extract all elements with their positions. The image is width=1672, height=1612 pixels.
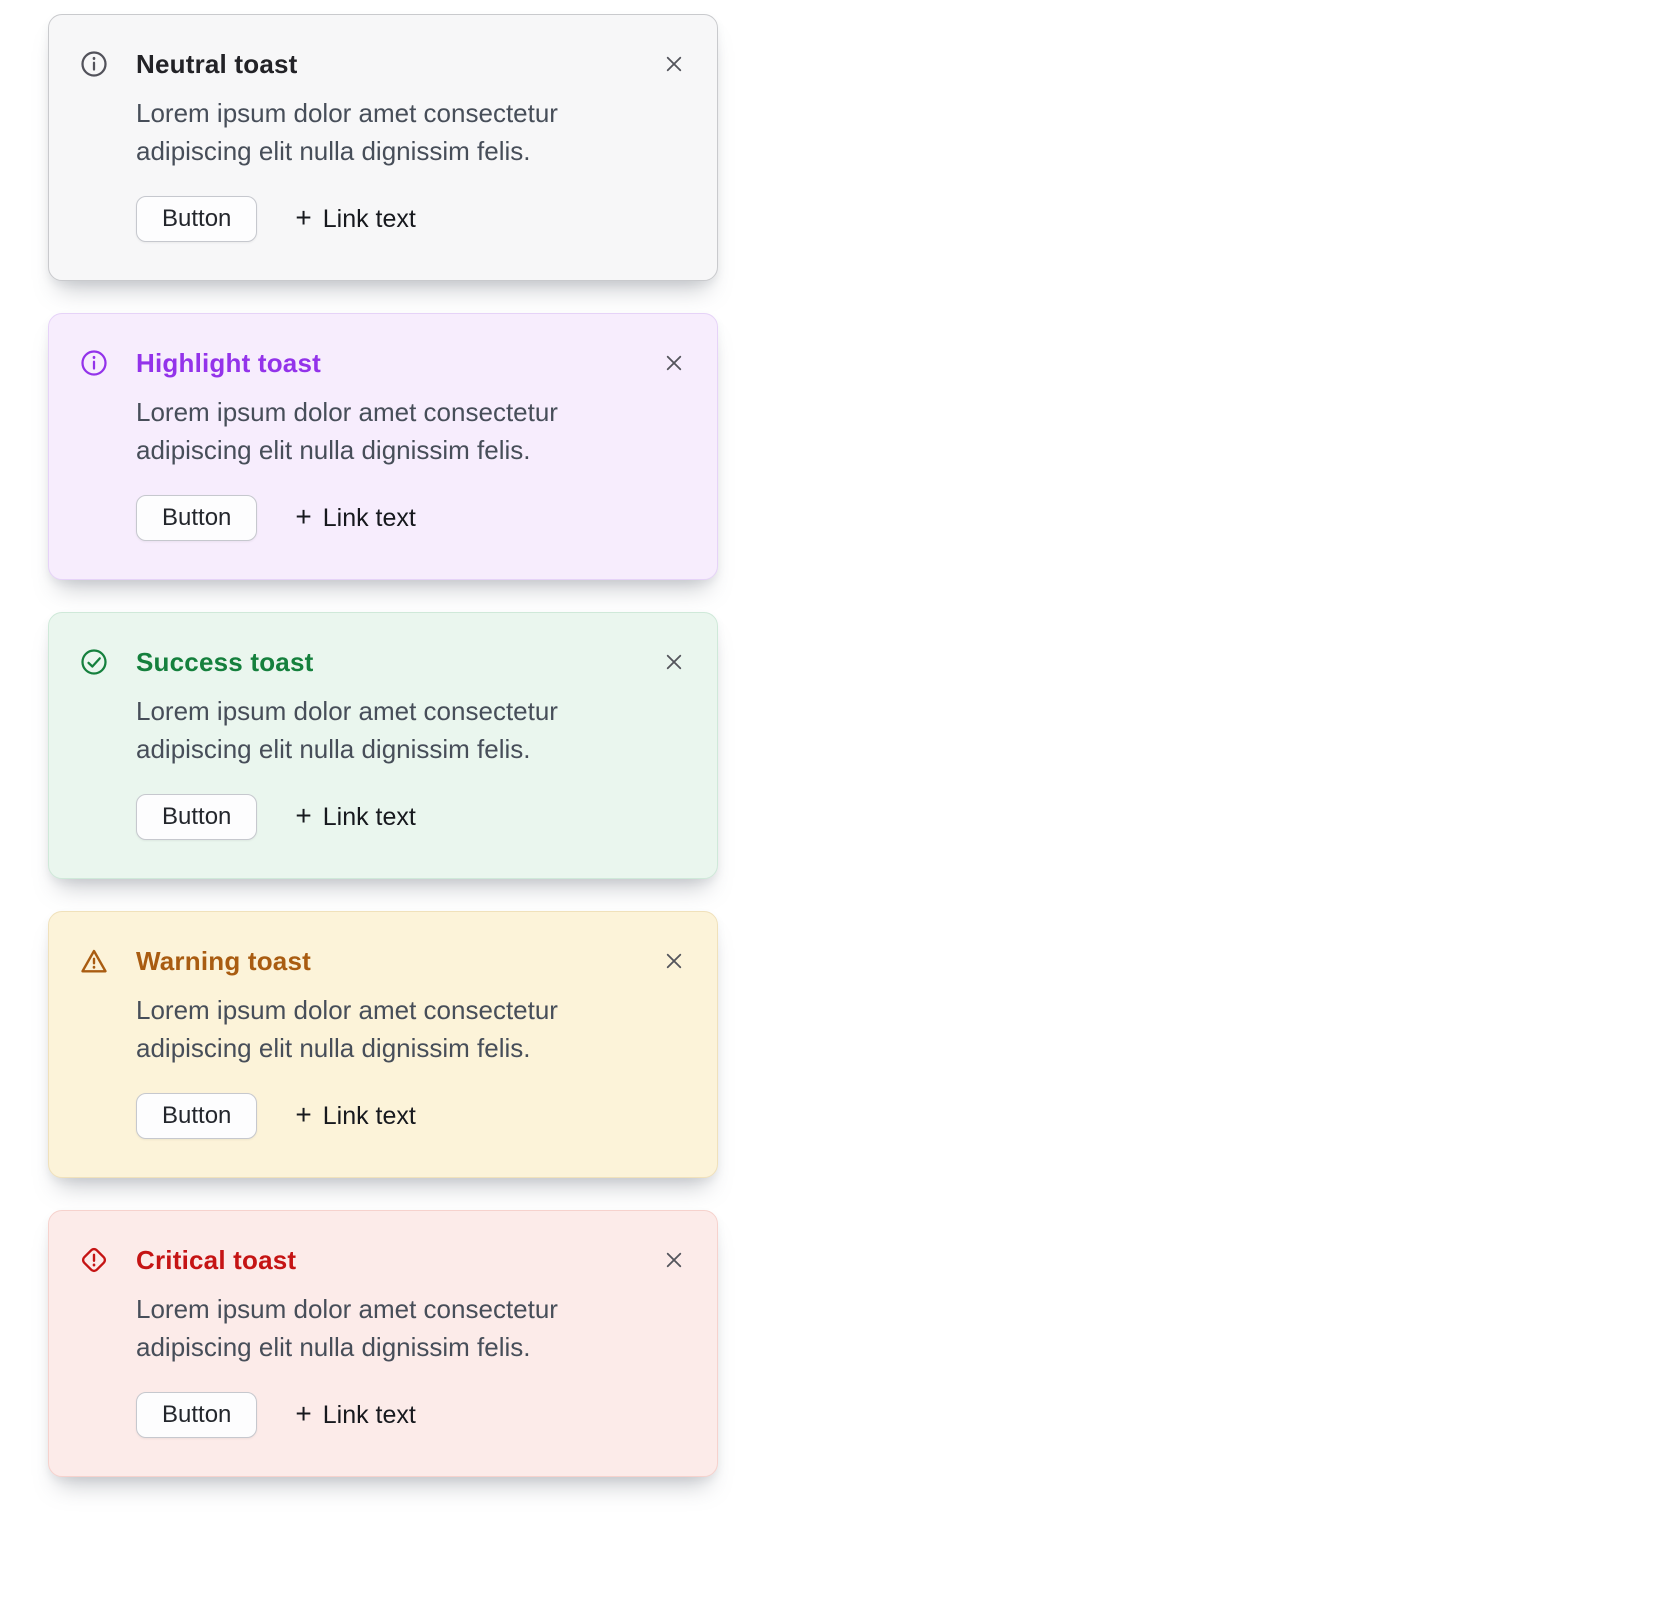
toast-body: Lorem ipsum dolor amet consectetur adipi… [136,696,558,764]
toast-content: Critical toast Lorem ipsum dolor amet co… [136,1245,649,1438]
toast-body: Lorem ipsum dolor amet consectetur adipi… [136,397,558,465]
plus-icon: + [295,1398,312,1429]
warning-triangle-icon [79,946,109,976]
toast-link-label: Link text [322,1400,416,1429]
toast-actions: Button + Link text [136,1392,649,1438]
close-x-icon[interactable] [661,649,687,675]
toast-content: Success toast Lorem ipsum dolor amet con… [136,647,649,840]
toast-link-label: Link text [322,503,416,532]
plus-icon: + [295,1099,312,1130]
toast-link-label: Link text [322,1101,416,1130]
toast-link[interactable]: + Link text [295,1099,416,1131]
toast-content: Neutral toast Lorem ipsum dolor amet con… [136,49,649,242]
toast-content: Warning toast Lorem ipsum dolor amet con… [136,946,649,1139]
toast-body: Lorem ipsum dolor amet consectetur adipi… [136,1294,558,1362]
toast-neutral: Neutral toast Lorem ipsum dolor amet con… [48,14,718,281]
toast-link[interactable]: + Link text [295,800,416,832]
close-x-icon[interactable] [661,948,687,974]
toast-button[interactable]: Button [136,794,258,840]
plus-icon: + [295,800,312,831]
toast-link-label: Link text [322,204,416,233]
plus-icon: + [295,501,312,532]
toast-actions: Button + Link text [136,495,649,541]
info-circle-icon [79,49,109,79]
toast-success: Success toast Lorem ipsum dolor amet con… [48,612,718,879]
close-x-icon[interactable] [661,51,687,77]
toast-stack: Neutral toast Lorem ipsum dolor amet con… [48,14,718,1477]
toast-button[interactable]: Button [136,1392,258,1438]
toast-warning: Warning toast Lorem ipsum dolor amet con… [48,911,718,1178]
toast-actions: Button + Link text [136,196,649,242]
toast-body: Lorem ipsum dolor amet consectetur adipi… [136,98,558,166]
toast-content: Highlight toast Lorem ipsum dolor amet c… [136,348,649,541]
critical-diamond-icon [79,1245,109,1275]
close-x-icon[interactable] [661,350,687,376]
toast-button[interactable]: Button [136,196,258,242]
toast-title: Neutral toast [136,49,298,79]
toast-button[interactable]: Button [136,1093,258,1139]
toast-button[interactable]: Button [136,495,258,541]
toast-title: Highlight toast [136,348,321,378]
toast-highlight: Highlight toast Lorem ipsum dolor amet c… [48,313,718,580]
toast-title: Success toast [136,647,314,677]
toast-title: Critical toast [136,1245,297,1275]
toast-body: Lorem ipsum dolor amet consectetur adipi… [136,995,558,1063]
toast-link[interactable]: + Link text [295,202,416,234]
info-circle-icon [79,348,109,378]
toast-link-label: Link text [322,802,416,831]
check-circle-icon [79,647,109,677]
toast-title: Warning toast [136,946,311,976]
toast-actions: Button + Link text [136,794,649,840]
toast-link[interactable]: + Link text [295,501,416,533]
toast-link[interactable]: + Link text [295,1398,416,1430]
plus-icon: + [295,202,312,233]
toast-critical: Critical toast Lorem ipsum dolor amet co… [48,1210,718,1477]
close-x-icon[interactable] [661,1247,687,1273]
toast-actions: Button + Link text [136,1093,649,1139]
